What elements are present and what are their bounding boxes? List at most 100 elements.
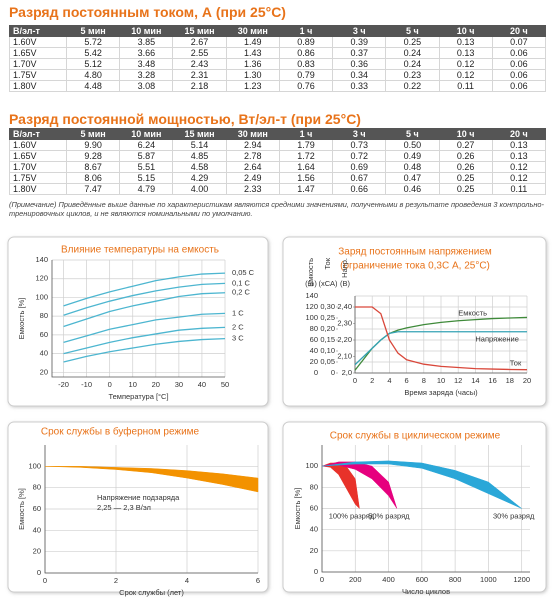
- header-cell: В/эл-т: [9, 25, 67, 37]
- y-axis-label: Емкость [%]: [293, 488, 302, 530]
- x-tick-label: 400: [382, 575, 395, 584]
- cell: 1.47: [278, 183, 334, 195]
- x-axis-label: Срок службы (лет): [119, 588, 184, 597]
- x-tick-label: 8: [422, 376, 426, 385]
- axis-line: [321, 445, 530, 573]
- y-tick-label: 20: [40, 367, 48, 376]
- y-tick-label: 20: [310, 546, 318, 555]
- x-tick-label: -20: [58, 380, 69, 389]
- y-tick-label: 100: [305, 461, 318, 470]
- y-tick-label: 40: [310, 346, 318, 355]
- chart-box: [7, 236, 269, 407]
- x-tick-label: 50: [221, 380, 229, 389]
- series-line: [354, 331, 527, 366]
- x-tick-label: 6: [256, 576, 260, 585]
- x-tick-label: 20: [523, 376, 531, 385]
- series-line: [63, 337, 226, 363]
- y-tick-label: 2,40: [337, 302, 352, 311]
- y-tick-label: 0: [314, 567, 318, 576]
- cell: 0.66: [332, 183, 387, 195]
- band: [321, 461, 398, 509]
- y-tick-label: 40: [33, 525, 41, 534]
- axis-line: [354, 296, 527, 374]
- cell: 0.06: [491, 80, 547, 92]
- chart-title: (ограничение тока 0,3С А, 25°С): [340, 261, 490, 272]
- x-tick-label: 2: [114, 576, 118, 585]
- note: (Примечание) Приведённые выше данные по …: [9, 200, 544, 218]
- x-tick-label: 30: [175, 380, 183, 389]
- y-tick-label: 2,0: [342, 368, 352, 377]
- x-tick-label: 10: [437, 376, 445, 385]
- band-label: 100% разряд: [329, 511, 375, 520]
- x-tick-label: 0: [320, 575, 324, 584]
- row: 1.60V 5.72 3.85 2.67 1.49 0.89 0.39 0.25 0.13 0.0…: [9, 36, 547, 48]
- y-tick-label: 60: [33, 504, 41, 513]
- y-tick-label: 120: [305, 302, 318, 311]
- x-tick-label: 20: [152, 380, 160, 389]
- y-tick-label: 80: [310, 482, 318, 491]
- y-tick-label: 2,30: [337, 318, 352, 327]
- y-axis-label: Емкость [%]: [17, 298, 26, 340]
- row: 1.80V 7.47 4.79 4.00 2.33 1.47 0.66 0.46 0.25 0.1…: [9, 183, 547, 195]
- y-axis-label: Напр.: [340, 258, 349, 278]
- y-tick-label: 60: [40, 330, 48, 339]
- y-tick-label: 80: [33, 483, 41, 492]
- series-label: 3 С: [232, 334, 244, 343]
- cell: 0.11: [491, 183, 547, 195]
- series-label: Емкость: [458, 309, 487, 318]
- x-tick-label: 6: [405, 376, 409, 385]
- y-tick-label: 140: [35, 255, 48, 264]
- y-axis-unit: (В): [340, 279, 351, 288]
- cell: 1.80V: [9, 80, 67, 92]
- y-tick-label: 0: [37, 568, 41, 577]
- row: 1.65V 5.42 3.66 2.55 1.43 0.86 0.37 0.24 0.13 0.0…: [9, 47, 547, 59]
- y-tick-label: 0,05: [320, 357, 335, 366]
- series-label: 0,05 С: [232, 268, 255, 277]
- y-axis-label: Емкость [%]: [17, 488, 26, 530]
- chart-box: [282, 421, 547, 593]
- x-tick-label: 800: [449, 575, 462, 584]
- y-tick-label: 0,30: [320, 302, 335, 311]
- x-tick-label: 2: [370, 376, 374, 385]
- y-tick-label: 80: [40, 311, 48, 320]
- y-tick-label: 120: [35, 274, 48, 283]
- x-tick-label: 200: [349, 575, 362, 584]
- x-tick-label: 40: [198, 380, 206, 389]
- x-axis-label: Время заряда (часы): [404, 388, 478, 397]
- y-tick-label: 0: [314, 368, 318, 377]
- y-tick-label: 60: [310, 335, 318, 344]
- x-tick-label: 1000: [480, 575, 497, 584]
- cell: 4.00: [172, 183, 227, 195]
- y-tick-label: 0,20: [320, 324, 335, 333]
- axis-line: [44, 445, 258, 574]
- y-tick-label: 40: [310, 525, 318, 534]
- series-line: [63, 282, 226, 316]
- x-tick-label: 4: [387, 376, 391, 385]
- x-tick-label: 0: [108, 380, 112, 389]
- x-tick-label: 18: [506, 376, 514, 385]
- series-label: 0,1 С: [232, 278, 251, 287]
- y-tick-label: 100: [28, 461, 41, 470]
- cell: 0.11: [438, 80, 493, 92]
- chart-box: [282, 236, 547, 407]
- x-tick-label: 14: [471, 376, 479, 385]
- row: 1.75V 4.80 3.28 2.31 1.30 0.79 0.34 0.23 0.12 0.0…: [9, 69, 547, 81]
- y-axis-unit: (хСА): [319, 279, 339, 288]
- y-tick-label: 0,25: [320, 313, 335, 322]
- x-tick-label: 4: [185, 576, 189, 585]
- y-tick-label: 2,10: [337, 351, 352, 360]
- series-line: [355, 306, 528, 371]
- cell: 0.46: [385, 183, 440, 195]
- cell: 0.76: [278, 80, 334, 92]
- x-tick-label: -10: [81, 380, 92, 389]
- chart-title: Срок службы в циклическом режиме: [330, 430, 501, 442]
- x-tick-label: 0: [43, 576, 47, 585]
- y-tick-label: 60: [310, 503, 318, 512]
- x-tick-label: 0: [353, 376, 357, 385]
- band-label: 30% разряд: [493, 511, 535, 520]
